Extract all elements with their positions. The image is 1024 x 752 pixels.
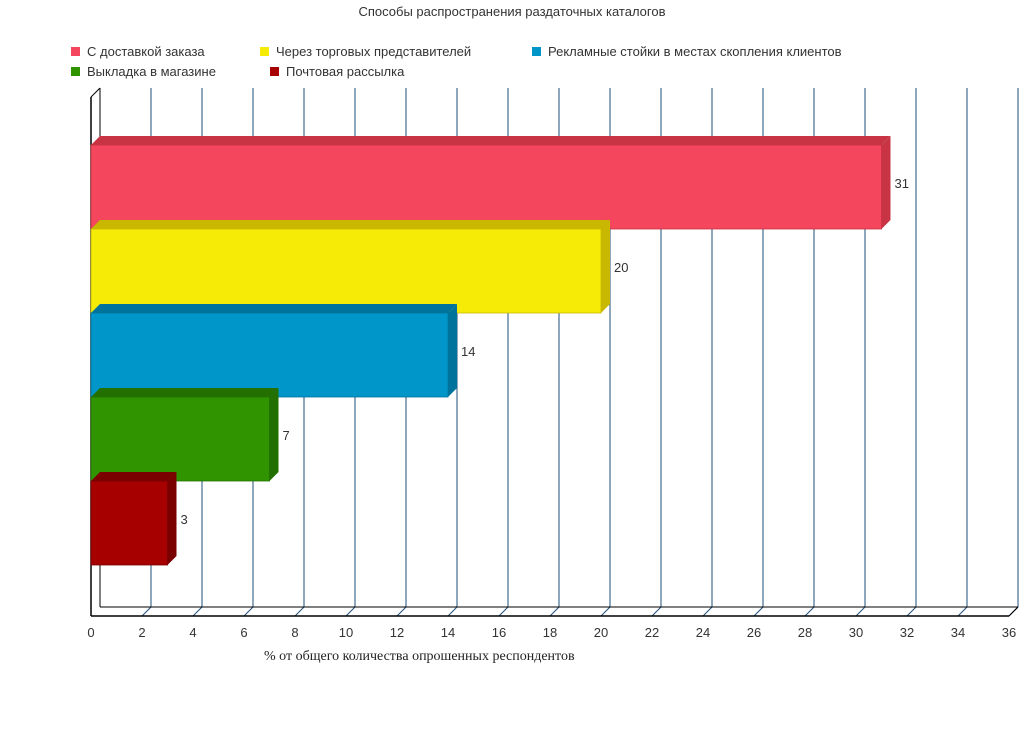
legend-item-mail: Почтовая рассылка [270, 64, 404, 79]
x-tick-label: 26 [747, 625, 761, 640]
bar-2 [90, 220, 610, 314]
x-tick-label: 32 [900, 625, 914, 640]
data-label: 14 [461, 344, 475, 359]
floor-right-edge [1008, 606, 1019, 617]
x-tick-label: 10 [339, 625, 353, 640]
tick-layer: 0 2 4 6 8 10 12 14 16 18 20 22 24 26 28 30 32 34 36 [87, 625, 1016, 640]
legend-swatch [71, 67, 80, 76]
data-label: 7 [283, 428, 290, 443]
legend-item-delivery: С доставкой заказа [71, 44, 205, 59]
x-tick-label: 22 [645, 625, 659, 640]
legend-item-ad-stands: Рекламные стойки в местах скопления клие… [532, 44, 842, 59]
bar-top-face [91, 220, 610, 229]
floor-gridline [804, 606, 815, 617]
data-label-bg [280, 426, 293, 443]
data-label-bg [459, 342, 479, 359]
bar-top-face [91, 136, 891, 145]
data-label-bg [178, 510, 191, 527]
floor-gridline [855, 606, 866, 617]
data-label: 20 [614, 260, 628, 275]
label-layer: 31 20 14 7 3 [178, 174, 913, 527]
legend-label: Через торговых представителей [276, 44, 472, 59]
bar-side-face [269, 388, 279, 481]
x-tick-label: 6 [240, 625, 247, 640]
legend-swatch [71, 47, 80, 56]
bar-front-face [90, 480, 168, 566]
axis-depth-edge [90, 87, 101, 98]
x-tick-label: 12 [390, 625, 404, 640]
x-tick-label: 24 [696, 625, 710, 640]
x-tick-label: 2 [138, 625, 145, 640]
bar-top-face [91, 472, 177, 481]
bar-layer [90, 136, 891, 566]
bar-side-face [167, 472, 177, 565]
data-label: 3 [181, 512, 188, 527]
legend-swatch [270, 67, 279, 76]
floor-gridline [651, 606, 662, 617]
legend-item-sales-reps: Через торговых представителей [260, 44, 471, 59]
x-tick-label: 30 [849, 625, 863, 640]
floor-gridline [141, 606, 152, 617]
bar-side-face [881, 136, 891, 229]
legend-label: Выкладка в магазине [87, 64, 216, 79]
x-tick-label: 8 [291, 625, 298, 640]
bar-side-face [448, 304, 457, 397]
floor-gridline [498, 606, 509, 617]
floor-gridline [549, 606, 560, 617]
legend-swatch [260, 47, 269, 56]
floor-gridline [600, 606, 611, 617]
bar-front-face [90, 396, 270, 482]
x-tick-label: 36 [1002, 625, 1016, 640]
legend-label: Почтовая рассылка [286, 64, 405, 79]
bar-top-face [91, 304, 457, 313]
floor-gridline [906, 606, 917, 617]
legend-label: С доставкой заказа [87, 44, 205, 59]
x-tick-label: 14 [441, 625, 455, 640]
floor-gridline [702, 606, 713, 617]
bar-front-face [90, 228, 602, 314]
floor-gridline [396, 606, 407, 617]
x-tick-label: 16 [492, 625, 506, 640]
x-tick-label: 28 [798, 625, 812, 640]
floor-gridline [192, 606, 203, 617]
data-label: 31 [895, 176, 909, 191]
floor-gridline [753, 606, 764, 617]
bar-1 [90, 136, 891, 230]
chart-title: Способы распространения раздаточных ката… [358, 4, 666, 19]
floor-gridline [345, 606, 356, 617]
x-tick-label: 18 [543, 625, 557, 640]
bar-4 [90, 388, 279, 482]
bar-3 [90, 304, 457, 398]
floor-gridline [447, 606, 458, 617]
bar-5 [90, 472, 177, 566]
bar-top-face [91, 388, 279, 397]
bar-front-face [90, 312, 449, 398]
legend-label: Рекламные стойки в местах скопления клие… [548, 44, 842, 59]
bar-side-face [601, 220, 610, 313]
legend-swatch [532, 47, 541, 56]
x-tick-label: 0 [87, 625, 94, 640]
x-tick-label: 34 [951, 625, 965, 640]
x-axis-title: % от общего количества опрошенных респон… [264, 649, 575, 664]
data-label-bg [612, 258, 632, 275]
x-tick-label: 20 [594, 625, 608, 640]
x-tick-label: 4 [189, 625, 196, 640]
floor-gridline [294, 606, 305, 617]
floor-gridline [243, 606, 254, 617]
legend-item-store-display: Выкладка в магазине [71, 64, 216, 79]
floor-gridline [957, 606, 968, 617]
bar-front-face [90, 144, 882, 230]
data-label-bg [892, 174, 913, 191]
